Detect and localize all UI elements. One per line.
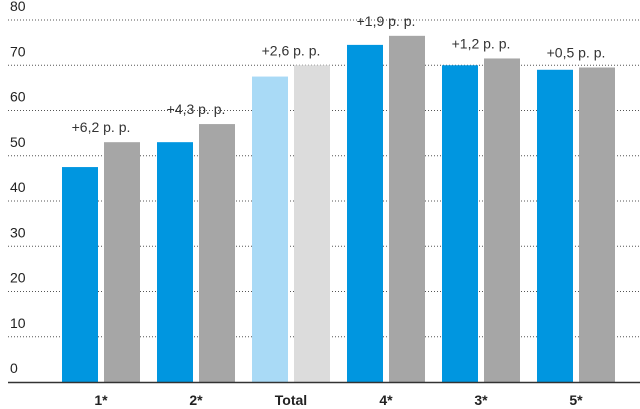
bar-5-series2 xyxy=(579,67,615,382)
y-tick-label: 60 xyxy=(10,89,26,105)
bars xyxy=(62,35,615,383)
bar-2-series1 xyxy=(157,142,193,382)
bar-2-series2 xyxy=(199,124,235,382)
bar-annotation: +1,9 p. p. xyxy=(357,13,416,29)
x-axis-categories: 1* 2* Total 4* 3* 5* xyxy=(94,392,583,408)
x-category-label: 2* xyxy=(189,392,203,408)
bar-1-series2 xyxy=(104,142,140,382)
bar-annotation: +6,2 p. p. xyxy=(72,119,131,135)
y-tick-label: 0 xyxy=(10,360,18,376)
bar-annotation: +2,6 p. p. xyxy=(262,42,321,58)
bar-1-series1 xyxy=(62,167,98,382)
y-tick-label: 70 xyxy=(10,43,26,59)
x-category-label: 3* xyxy=(474,392,488,408)
x-category-label: 4* xyxy=(379,392,393,408)
bar-3-series2 xyxy=(484,58,520,383)
y-tick-label: 30 xyxy=(10,224,26,240)
bar-4-series1 xyxy=(347,44,383,382)
annotations: +6,2 p. p. +4,3 p. p. +2,6 p. p. +1,9 p. p.… xyxy=(72,13,606,135)
bar-annotation: +4,3 p. p. xyxy=(167,101,226,117)
bar-3-series1 xyxy=(442,65,478,382)
bar-5-series1 xyxy=(537,69,573,383)
y-tick-label: 10 xyxy=(10,315,26,331)
bar-4-series2 xyxy=(389,35,425,383)
y-tick-label: 50 xyxy=(10,134,26,150)
y-tick-label: 40 xyxy=(10,179,26,195)
y-tick-label: 80 xyxy=(10,0,26,14)
bar-annotation: +0,5 p. p. xyxy=(547,45,606,61)
y-axis-ticks: 0 10 20 30 40 50 60 70 80 xyxy=(10,0,26,376)
bar-annotation: +1,2 p. p. xyxy=(452,35,511,51)
x-category-label: 5* xyxy=(569,392,583,408)
x-category-label: Total xyxy=(275,392,307,408)
bar-Total-series1 xyxy=(252,76,288,382)
bar-Total-series2 xyxy=(294,65,330,382)
x-category-label: 1* xyxy=(94,392,108,408)
y-tick-label: 20 xyxy=(10,270,26,286)
